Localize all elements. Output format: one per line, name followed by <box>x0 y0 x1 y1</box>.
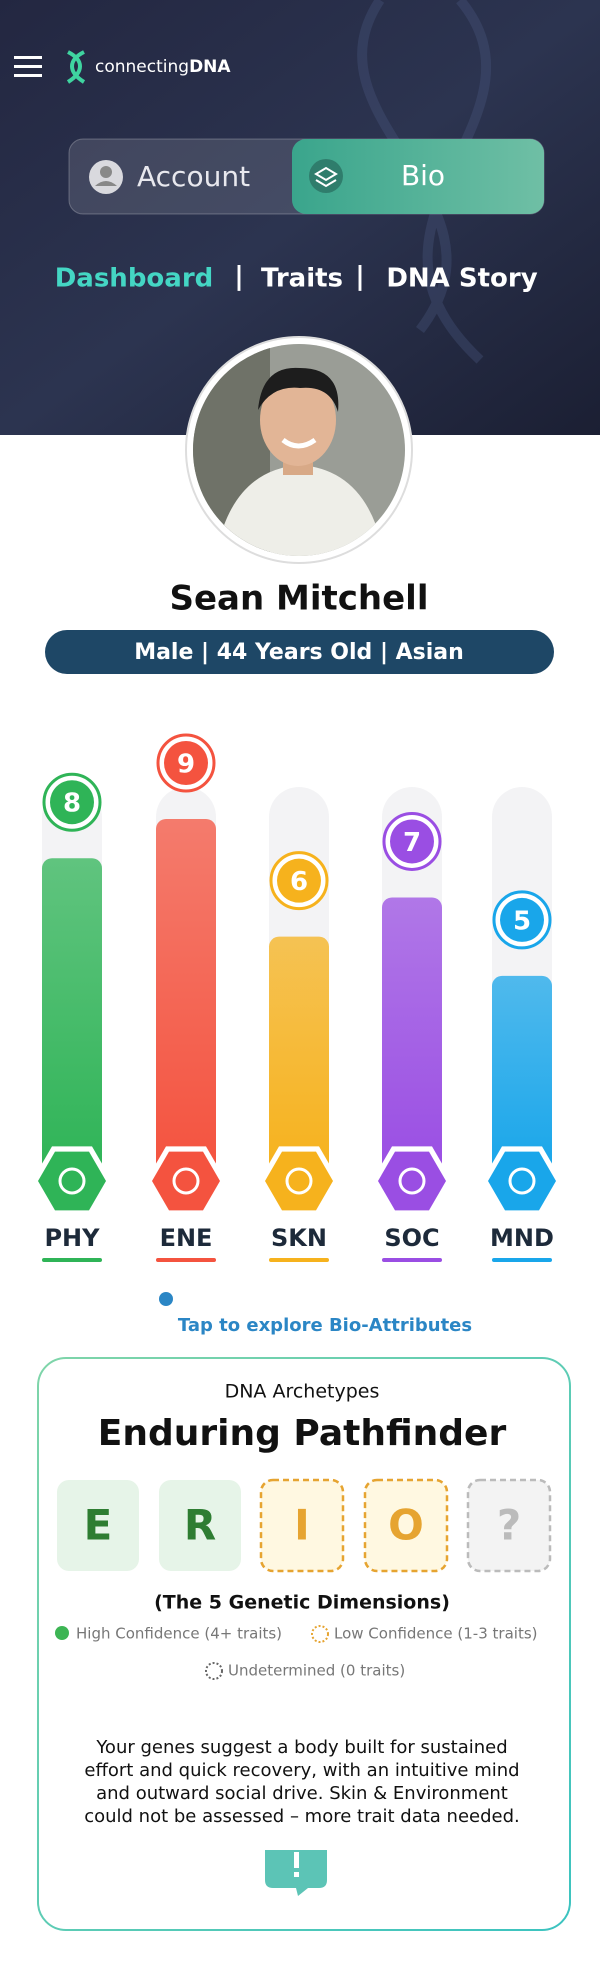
category-label: MND <box>490 1224 554 1252</box>
nav-separator: | <box>355 262 365 292</box>
letter-tile <box>259 1478 345 1573</box>
letter-tile <box>159 1480 241 1571</box>
toggle-account[interactable]: Account <box>137 160 250 193</box>
menu-button[interactable] <box>14 56 42 77</box>
logo: connectingDNA <box>66 50 231 84</box>
legend-dot-undetermined <box>205 1662 223 1680</box>
icon-glyph <box>172 1167 200 1195</box>
nav-tab[interactable]: DNA Story <box>386 264 537 294</box>
archetype-name: Enduring Pathfinder <box>98 1413 507 1454</box>
brand: connectingDNA <box>95 57 231 77</box>
letter: I <box>294 1501 310 1550</box>
letter: O <box>388 1501 424 1550</box>
letter: ? <box>497 1501 521 1550</box>
avatar <box>185 336 413 564</box>
details-pill <box>45 630 554 674</box>
category-label: SOC <box>384 1224 439 1252</box>
legend-item: Undetermined (0 traits) <box>228 1662 405 1680</box>
letter-tile <box>466 1478 552 1573</box>
brand-suffix: DNA <box>189 57 231 77</box>
category-underline <box>269 1258 329 1262</box>
value-label: 5 <box>513 906 531 936</box>
value-bubble-inner <box>164 741 208 785</box>
category-icon <box>488 1151 556 1211</box>
category-icon <box>265 1151 333 1211</box>
bar <box>156 819 216 1172</box>
category-underline <box>42 1258 102 1262</box>
legend-item: High Confidence (4+ traits) <box>76 1625 282 1643</box>
icon-glyph <box>58 1167 86 1195</box>
legend-dot-low <box>311 1625 329 1643</box>
value-bubble-inner <box>277 858 321 903</box>
bio-toggle[interactable]: Bio <box>292 139 544 214</box>
letter-tile <box>363 1478 449 1573</box>
archetype-label: DNA Archetypes <box>225 1381 380 1403</box>
hint[interactable]: Tap to explore Bio-Attributes <box>178 1315 472 1336</box>
value-label: 6 <box>290 867 308 897</box>
value-label: 9 <box>177 750 195 780</box>
bar <box>492 975 552 1172</box>
dimensions-title: (The 5 Genetic Dimensions) <box>154 1592 450 1614</box>
profile-name: Sean Mitchell <box>169 579 428 619</box>
icon-glyph <box>508 1167 536 1195</box>
icon-glyph <box>285 1167 313 1195</box>
category-label: PHY <box>44 1224 100 1252</box>
description-line: Your genes suggest a body built for sust… <box>95 1737 507 1758</box>
legend-dot-high <box>55 1626 69 1640</box>
category-icon <box>152 1151 220 1211</box>
description-line: effort and quick recovery, with an intui… <box>84 1760 519 1781</box>
letter: R <box>184 1501 216 1550</box>
toggle-bio[interactable]: Bio <box>401 159 445 192</box>
bio-chart[interactable]: 8 PHY 9 ENE 6 SKN 7 SOC 5 MND <box>32 733 562 1262</box>
category-underline <box>492 1258 552 1262</box>
value-bubble-inner <box>500 897 544 942</box>
category-label: ENE <box>160 1224 213 1252</box>
letter: E <box>84 1501 113 1550</box>
legend-item: Low Confidence (1-3 traits) <box>334 1625 538 1643</box>
letter-tile <box>57 1480 139 1571</box>
description-line: could not be assessed – more trait data … <box>84 1806 520 1827</box>
bar <box>269 936 329 1172</box>
bar <box>42 858 102 1172</box>
feedback-icon[interactable] <box>265 1850 327 1896</box>
value-bubble-inner <box>390 819 434 864</box>
nav-tab[interactable]: Traits <box>261 264 343 294</box>
bar <box>382 897 442 1172</box>
icon-glyph <box>398 1167 426 1195</box>
page-dot <box>159 1292 173 1306</box>
category-label: SKN <box>271 1224 327 1252</box>
category-icon <box>378 1151 446 1211</box>
letter-tiles: E R I O? <box>57 1478 552 1573</box>
brand-prefix: connecting <box>95 57 189 77</box>
category-icon <box>38 1151 106 1211</box>
category-underline <box>156 1258 216 1262</box>
profile-details: Male | 44 Years Old | Asian <box>134 640 464 665</box>
nav-tab[interactable]: Dashboard <box>55 264 214 294</box>
category-underline <box>382 1258 442 1262</box>
nav-separator: | <box>234 262 244 292</box>
description-line: and outward social drive. Skin & Environ… <box>96 1783 508 1804</box>
value-label: 7 <box>403 828 421 858</box>
value-label: 8 <box>63 789 81 819</box>
value-bubble-inner <box>50 780 94 825</box>
